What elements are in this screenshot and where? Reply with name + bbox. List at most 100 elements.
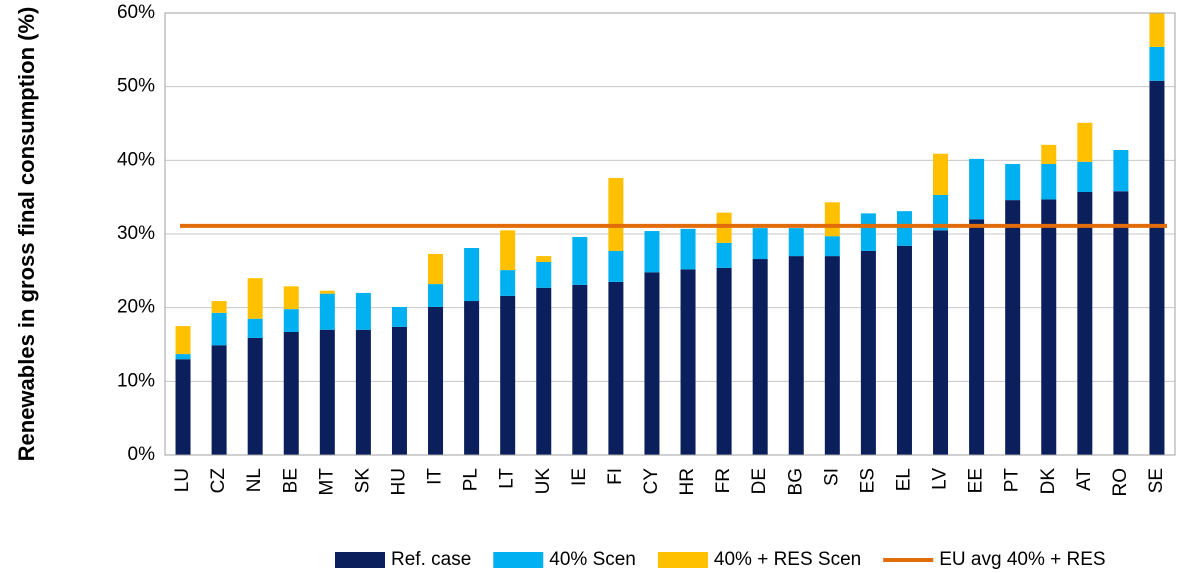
bar-segment — [428, 284, 444, 307]
x-tick-label: SI — [821, 468, 842, 486]
bar-segment — [1077, 161, 1093, 193]
bar-segment — [1005, 200, 1021, 455]
y-tick-label: 10% — [117, 370, 155, 391]
legend-swatch — [335, 552, 385, 568]
bar-segment — [428, 306, 444, 455]
x-tick-label: HR — [677, 468, 698, 495]
x-tick-label: MT — [316, 468, 337, 496]
y-tick-label: 20% — [117, 297, 155, 318]
bar-segment — [500, 295, 516, 455]
bar-segment — [175, 359, 191, 455]
bar-segment — [391, 326, 407, 455]
bar-segment — [536, 261, 552, 288]
x-tick-label: SK — [352, 468, 373, 494]
bar-segment — [1077, 192, 1093, 455]
bar-segment — [355, 329, 371, 455]
bar-segment — [896, 245, 912, 455]
x-tick-label: EE — [966, 468, 987, 493]
x-tick-label: LV — [930, 468, 951, 490]
legend-swatch — [493, 552, 544, 568]
bar-segment — [175, 326, 191, 355]
bar-segment — [1149, 80, 1165, 455]
bar-segment — [572, 284, 588, 455]
bar-segment — [969, 158, 985, 220]
bar-segment — [1041, 144, 1057, 165]
x-tick-label: NL — [244, 468, 265, 492]
bar-segment — [608, 281, 624, 455]
bar-segment — [824, 256, 840, 455]
bar-segment — [247, 278, 263, 319]
bar-segment — [319, 290, 335, 294]
bar-segment — [572, 236, 588, 285]
bar-segment — [464, 247, 480, 302]
y-tick-label: 60% — [117, 2, 155, 23]
x-tick-label: FR — [713, 468, 734, 493]
bar-segment — [824, 236, 840, 257]
plot-frame — [164, 12, 1176, 456]
bar-segment — [1041, 164, 1057, 200]
x-tick-label: HU — [388, 468, 409, 495]
x-tick-label: SE — [1146, 468, 1167, 493]
bar-segment — [175, 354, 191, 360]
x-tick-label: LT — [497, 468, 518, 489]
bar-segment — [211, 301, 227, 313]
bar-segment — [680, 228, 696, 270]
bar-segment — [391, 306, 407, 327]
bar-segment — [247, 318, 263, 338]
bar-segment — [1005, 164, 1021, 201]
bar-segment — [319, 293, 335, 330]
bars — [175, 13, 1165, 455]
bar-segment — [752, 259, 768, 455]
bar-segment — [464, 301, 480, 455]
y-tick-label: 40% — [117, 149, 155, 170]
bar-segment — [788, 228, 804, 257]
legend-swatch — [657, 552, 708, 568]
bar-segment — [608, 178, 624, 251]
x-tick-label: AT — [1074, 468, 1095, 491]
bar-segment — [536, 287, 552, 455]
bar-segment — [644, 272, 660, 455]
bar-segment — [211, 345, 227, 455]
bar-segment — [933, 194, 949, 231]
x-tick-label: PT — [1002, 468, 1023, 493]
x-tick-label: RO — [1110, 468, 1131, 497]
bar-segment — [500, 270, 516, 296]
x-tick-label: DE — [749, 468, 770, 494]
x-tick-label: BG — [785, 468, 806, 495]
bar-segment — [1041, 199, 1057, 455]
bar-segment — [1149, 46, 1165, 81]
bar-segment — [680, 269, 696, 455]
bar-segment — [933, 153, 949, 195]
bar-segment — [355, 292, 371, 330]
bar-segment — [1113, 150, 1129, 192]
bar-segment — [716, 242, 732, 268]
x-tick-label: EL — [893, 468, 914, 491]
legend-label: EU avg 40% + RES — [939, 549, 1105, 570]
bar-segment — [788, 256, 804, 455]
x-tick-label: ES — [857, 468, 878, 493]
bar-segment — [211, 312, 227, 346]
y-tick-label: 30% — [117, 223, 155, 244]
y-tick-label: 0% — [128, 444, 156, 465]
bar-segment — [319, 329, 335, 455]
x-tick-label: IT — [425, 468, 446, 485]
bar-segment — [933, 230, 949, 455]
bar-segment — [283, 286, 299, 310]
bar-segment — [608, 250, 624, 282]
bar-segment — [824, 202, 840, 237]
x-tick-label: UK — [533, 468, 554, 495]
bar-segment — [644, 231, 660, 273]
bar-segment — [283, 309, 299, 332]
y-axis-title: Renewables in gross final consumption (%… — [14, 7, 39, 462]
bar-segment — [428, 253, 444, 285]
x-tick-label: CY — [641, 468, 662, 495]
x-tick-label: FI — [605, 468, 626, 485]
x-tick-label: CZ — [208, 468, 229, 494]
bar-segment — [752, 228, 768, 260]
x-tick-label: BE — [280, 468, 301, 493]
bar-segment — [500, 230, 516, 271]
x-tick-label: IE — [569, 468, 590, 486]
x-tick-label: PL — [461, 468, 482, 491]
bar-segment — [969, 219, 985, 455]
